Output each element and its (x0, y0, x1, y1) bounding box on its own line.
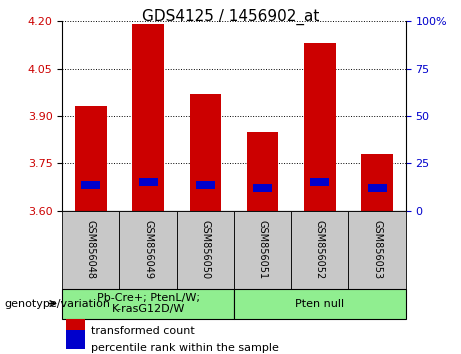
Text: GSM856048: GSM856048 (86, 220, 96, 279)
Bar (189, 94, 221, 211)
Text: GSM856049: GSM856049 (143, 220, 153, 279)
Bar (82, 181, 100, 189)
Text: GSM856052: GSM856052 (315, 220, 325, 279)
Bar (304, 43, 336, 211)
FancyBboxPatch shape (177, 211, 234, 289)
Bar (247, 132, 278, 211)
Bar (132, 24, 164, 211)
Bar (75, 107, 106, 211)
FancyBboxPatch shape (349, 211, 406, 289)
Text: GSM856050: GSM856050 (201, 220, 210, 279)
Text: transformed count: transformed count (91, 326, 195, 336)
FancyBboxPatch shape (291, 211, 349, 289)
Text: Pten null: Pten null (295, 298, 344, 309)
Text: GDS4125 / 1456902_at: GDS4125 / 1456902_at (142, 9, 319, 25)
Bar (139, 178, 158, 185)
Bar (253, 184, 272, 192)
Text: GSM856053: GSM856053 (372, 220, 382, 279)
Text: GSM856051: GSM856051 (258, 220, 267, 279)
Text: genotype/variation: genotype/variation (5, 298, 111, 309)
Bar (361, 154, 393, 211)
FancyBboxPatch shape (119, 211, 177, 289)
Text: Pb-Cre+; PtenL/W;
K-rasG12D/W: Pb-Cre+; PtenL/W; K-rasG12D/W (97, 293, 200, 314)
FancyBboxPatch shape (62, 289, 234, 319)
Text: percentile rank within the sample: percentile rank within the sample (91, 343, 279, 353)
Bar (65, 313, 84, 332)
FancyBboxPatch shape (62, 211, 119, 289)
Bar (367, 184, 386, 192)
Bar (310, 178, 329, 186)
Bar (65, 330, 84, 349)
FancyBboxPatch shape (234, 211, 291, 289)
FancyBboxPatch shape (234, 289, 406, 319)
Bar (196, 181, 215, 189)
